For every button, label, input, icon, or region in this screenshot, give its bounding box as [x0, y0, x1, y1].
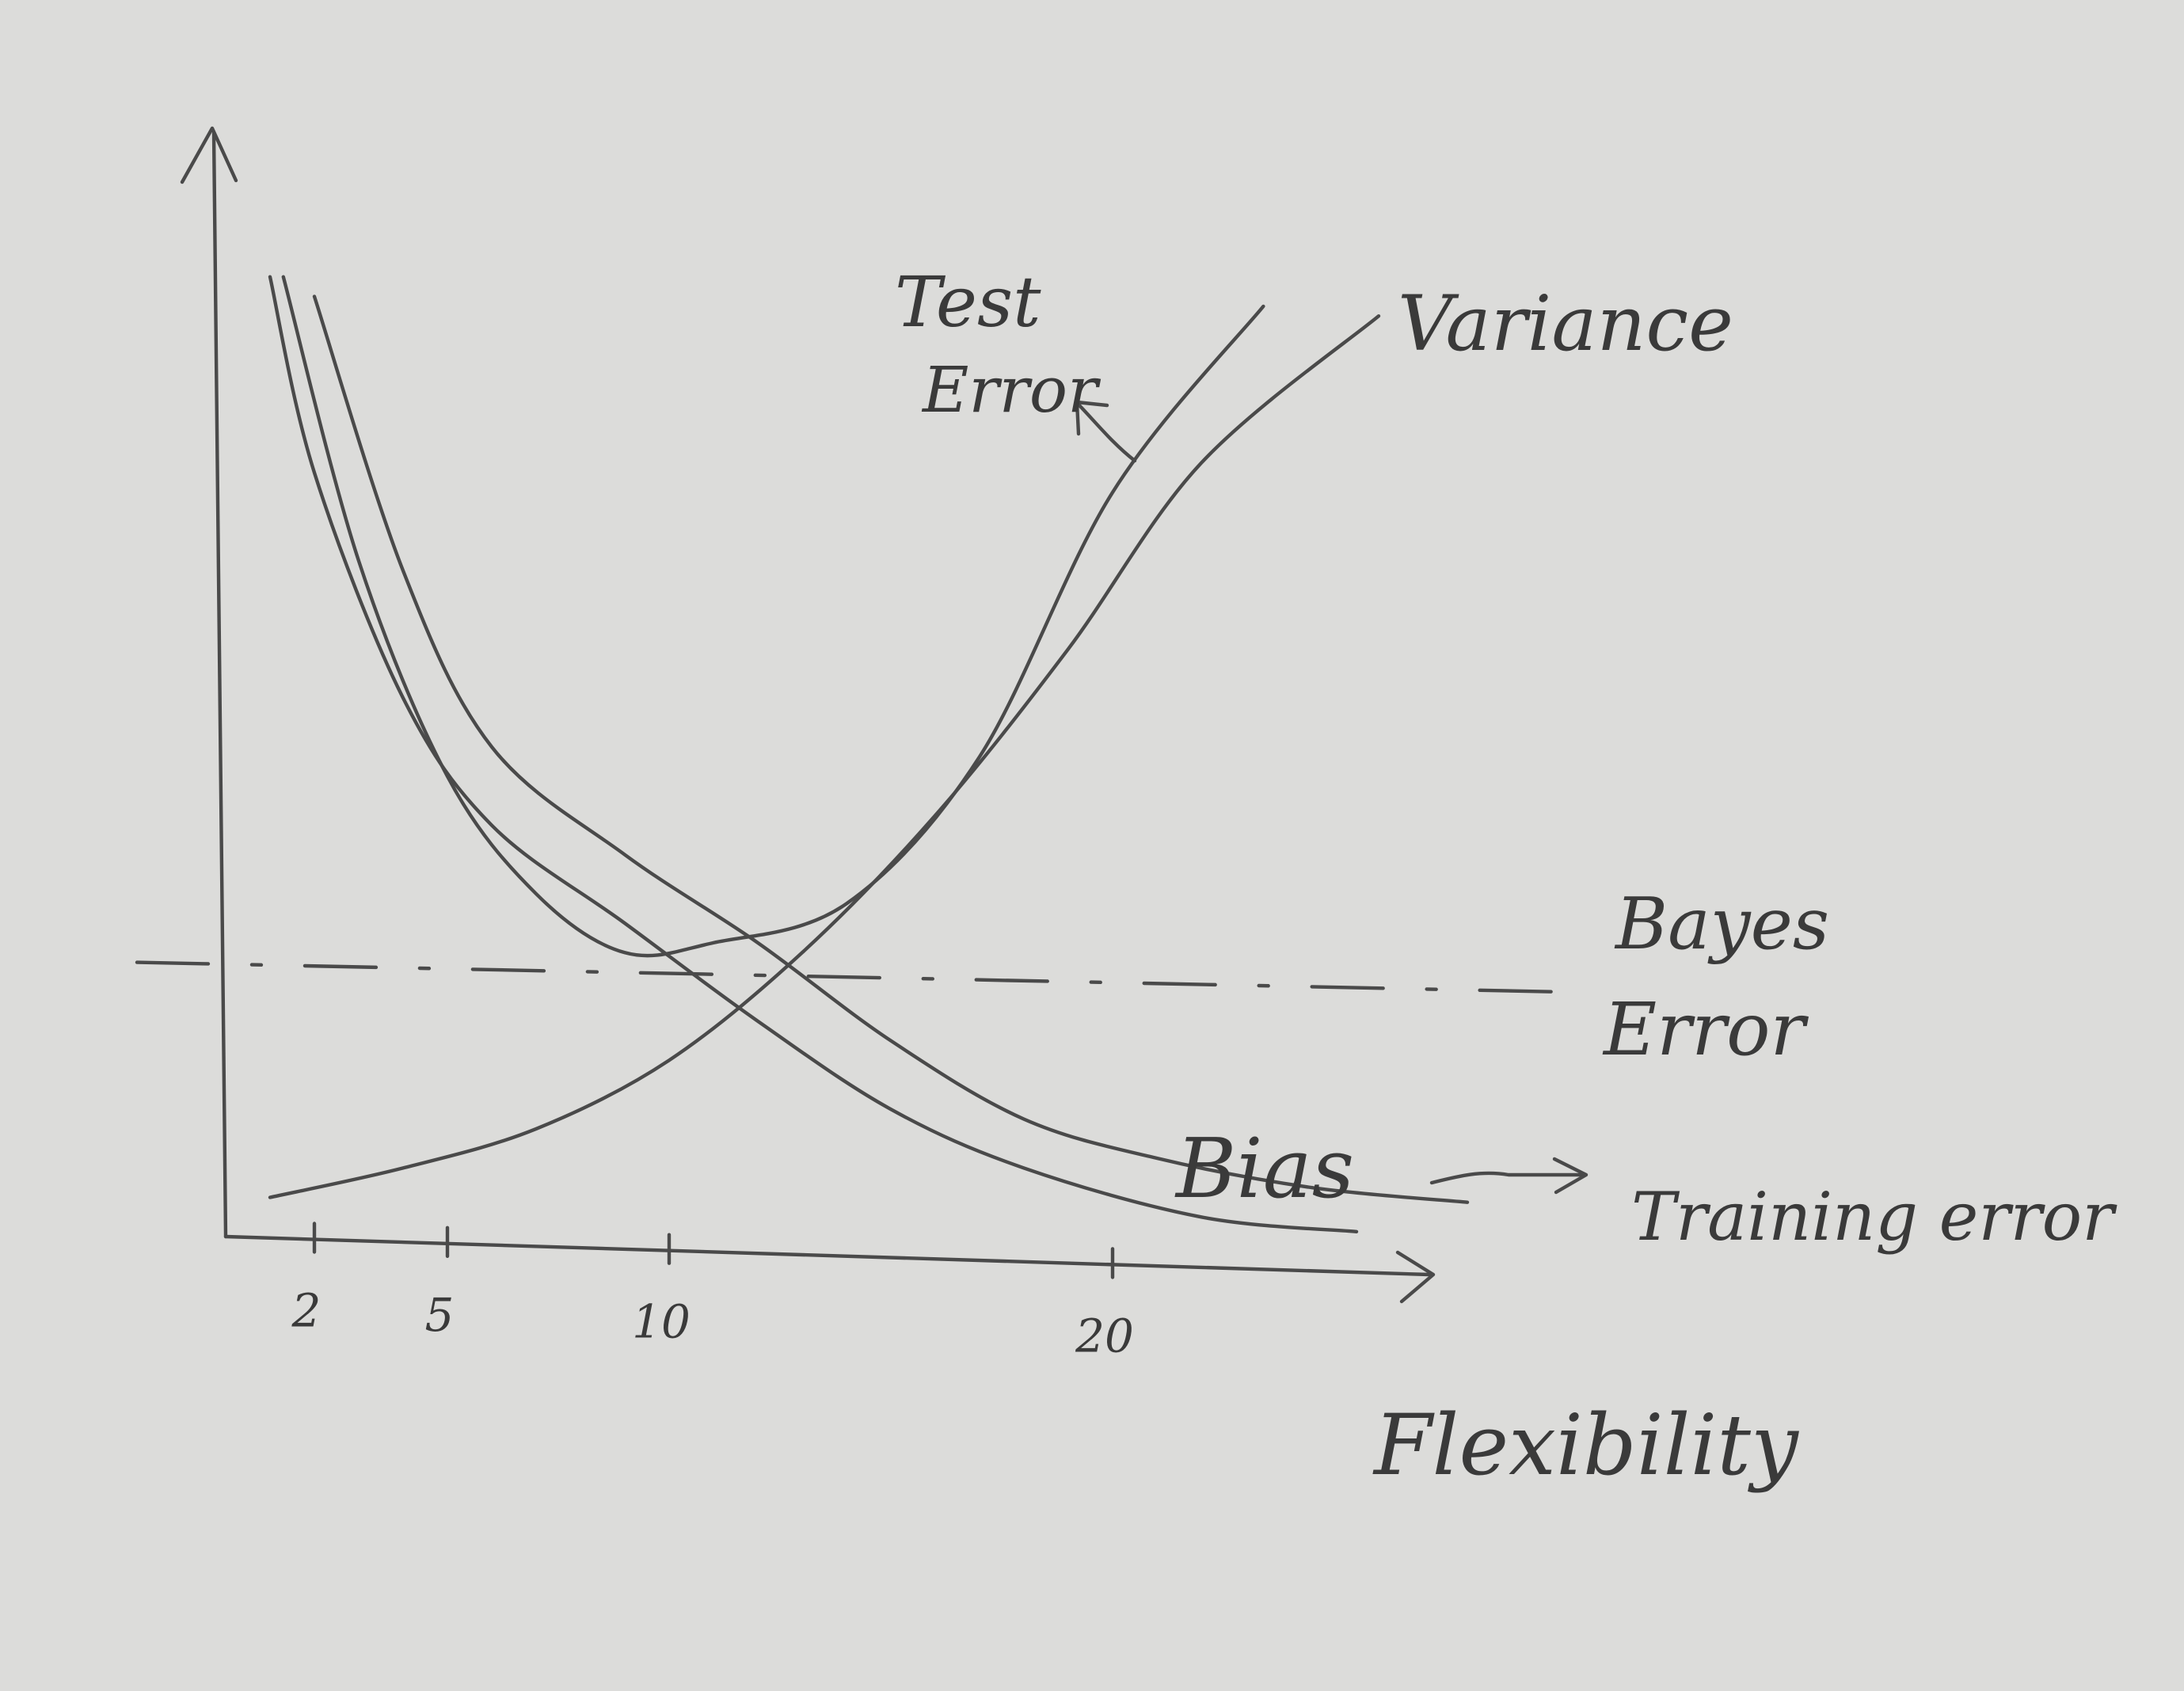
bias-curve	[268, 275, 1359, 1233]
x-ticks: 2 5 10 20	[291, 1222, 1134, 1362]
bayes-label-line2: Error	[1602, 987, 1809, 1072]
bias-label: Bias	[1174, 1120, 1354, 1217]
x-axis-line	[223, 1234, 1432, 1277]
annotation-arrows	[1075, 400, 1589, 1195]
training-error-label: Training error	[1631, 1178, 2117, 1256]
training-error-pointer-arrow	[1429, 1171, 1585, 1185]
y-axis-arrowhead	[180, 126, 238, 184]
test-error-pointer-arrowhead	[1075, 400, 1109, 436]
axes	[180, 126, 1436, 1304]
bayes-error-curve	[135, 960, 1558, 994]
bayes-label-line1: Bayes	[1614, 883, 1829, 966]
variance-curve	[268, 314, 1381, 1199]
y-axis-line	[211, 131, 228, 1239]
x-tick-label-2: 2	[291, 1284, 322, 1338]
curves	[135, 275, 1558, 1233]
training-error-curve	[312, 294, 1470, 1204]
x-tick-label-5: 5	[425, 1288, 455, 1342]
test-error-pointer-arrow	[1077, 403, 1137, 463]
test-label-line1: Test	[895, 261, 1041, 343]
x-axis-label: Flexibility	[1372, 1396, 1799, 1494]
labels: Test Error Variance Bayes Error Bias Tra…	[895, 261, 2117, 1494]
test-error-curve	[281, 275, 1265, 958]
training-error-pointer-arrowhead	[1552, 1157, 1589, 1195]
variance-label: Variance	[1398, 279, 1733, 368]
x-tick-label-10: 10	[632, 1295, 691, 1349]
x-tick-label-20: 20	[1075, 1309, 1134, 1362]
x-axis-arrowhead	[1395, 1250, 1436, 1304]
test-label-line2: Error	[921, 353, 1102, 427]
